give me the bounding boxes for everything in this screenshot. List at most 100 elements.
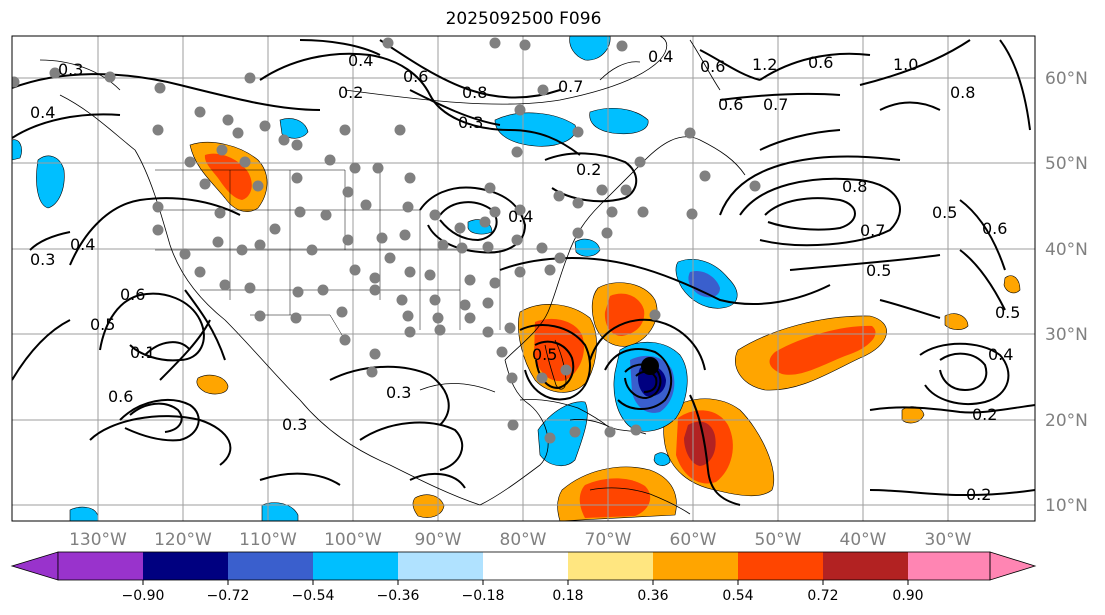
- lon-tick-label: 40°W: [840, 530, 887, 550]
- contour-label: 0.2: [338, 83, 363, 102]
- shade-negative: [537, 401, 588, 467]
- contour-label: 0.5: [532, 345, 557, 364]
- contour-label: 0.7: [860, 221, 885, 240]
- colorbar-tick-label: 0.72: [807, 588, 838, 604]
- lat-tick-label: 20°N: [1045, 411, 1088, 431]
- map-frame: [11, 35, 1036, 522]
- contour-label: 0.8: [842, 177, 867, 196]
- colorbar-frame: [57, 551, 991, 581]
- lat-tick-label: 40°N: [1045, 240, 1088, 260]
- graticule: [12, 36, 1035, 521]
- contour-label: 0.5: [995, 303, 1020, 322]
- station-markers: [12, 37, 761, 444]
- shade-strong-positive: [604, 293, 645, 336]
- map-title: 2025092500 F096: [445, 9, 602, 29]
- contour-label: 0.4: [508, 207, 533, 226]
- lon-tick-label: 120°W: [154, 530, 212, 550]
- shade-negative: [12, 139, 22, 161]
- shade-negative: [653, 452, 671, 466]
- contour-label: 0.4: [348, 51, 373, 70]
- lon-tick-label: 130°W: [69, 530, 127, 550]
- contour-label: 0.6: [108, 387, 133, 406]
- colorbar-segment: [989, 551, 1037, 581]
- colorbar-ticks: [142, 580, 909, 585]
- colorbar-segment: [58, 552, 143, 580]
- contour-label: 0.6: [982, 219, 1007, 238]
- lon-tick-label: 100°W: [324, 530, 382, 550]
- colorbar-segment: [908, 552, 990, 580]
- contour-label: 0.4: [988, 345, 1013, 364]
- contour-label: 0.6: [718, 95, 743, 114]
- contour-label: 0.1: [130, 343, 155, 362]
- contour-label: 0.2: [972, 405, 997, 424]
- colorbar-tick-label: 0.54: [722, 588, 753, 604]
- lon-tick-label: 110°W: [239, 530, 297, 550]
- shade-positive: [196, 374, 229, 395]
- shade-positive: [944, 313, 969, 330]
- colorbar-tick-label: −0.36: [377, 588, 420, 604]
- contour-label: 0.3: [58, 60, 83, 79]
- lon-axis: 130°W 120°W 110°W 100°W 90°W 80°W 70°W 6…: [69, 530, 972, 550]
- lon-tick-label: 60°W: [670, 530, 717, 550]
- contour-label: 0.6: [808, 53, 833, 72]
- shade-negative: [589, 107, 649, 135]
- contour-label: 0.5: [932, 203, 957, 222]
- colorbar-segment: [568, 552, 653, 580]
- colorbar-segment: [10, 551, 59, 581]
- contour-label-layer: 0.3 0.4 0.4 0.2 0.6 0.8 0.7 0.3 0.4 0.6 …: [30, 47, 1020, 504]
- contour-label: 0.6: [403, 67, 428, 86]
- contour-label: 0.6: [700, 57, 725, 76]
- colorbar-segment: [653, 552, 738, 580]
- contour-label: 0.3: [30, 250, 55, 269]
- contour-label: 0.7: [558, 77, 583, 96]
- colorbar-segment: [823, 552, 908, 580]
- contour-label: 0.2: [576, 160, 601, 179]
- lat-tick-label: 60°N: [1045, 69, 1088, 89]
- colorbar-segment: [738, 552, 823, 580]
- shade-negative: [494, 112, 577, 147]
- contour-label: 0.8: [462, 83, 487, 102]
- colorbar-tick-label: −0.18: [462, 588, 505, 604]
- contour-label: 0.3: [458, 113, 483, 132]
- colorbar-tick-label: 0.90: [892, 588, 923, 604]
- shade-positive: [1003, 275, 1021, 294]
- contour-label: 0.2: [966, 485, 991, 504]
- contour-label: 0.3: [282, 415, 307, 434]
- contour-label: 0.7: [763, 95, 788, 114]
- shade-strong-positive: [769, 325, 876, 375]
- contour-label: 0.4: [648, 47, 673, 66]
- lon-tick-label: 90°W: [415, 530, 462, 550]
- shade-strong-positive: [579, 478, 651, 518]
- shade-strong-positive: [204, 153, 252, 200]
- contour-label: 0.3: [386, 383, 411, 402]
- lat-tick-label: 10°N: [1045, 496, 1088, 516]
- contour-label: 0.5: [866, 261, 891, 280]
- contour-label: 0.8: [950, 83, 975, 102]
- contour-label: 1.2: [752, 55, 777, 74]
- lon-tick-label: 50°W: [755, 530, 802, 550]
- shade-strong-negative: [688, 270, 720, 298]
- lat-tick-label: 30°N: [1045, 325, 1088, 345]
- contour-label: 0.4: [30, 103, 55, 122]
- lat-axis: 60°N 50°N 40°N 30°N 20°N 10°N: [1045, 69, 1088, 516]
- colorbar-segment: [228, 552, 313, 580]
- storm-center-marker: [641, 357, 659, 375]
- coastlines: [39, 36, 746, 515]
- lon-tick-label: 30°W: [925, 530, 972, 550]
- shade-negative: [574, 238, 601, 257]
- colorbar-tick-label: −0.72: [207, 588, 250, 604]
- colorbar: −0.90 −0.72 −0.54 −0.36 −0.18 0.18 0.36 …: [10, 551, 1037, 604]
- contour-label: 1.0: [893, 55, 918, 74]
- colorbar-tick-label: −0.90: [122, 588, 165, 604]
- shade-very-strong-positive: [684, 421, 716, 466]
- contour-label: 0.5: [90, 315, 115, 334]
- colorbar-segment: [313, 552, 398, 580]
- lat-tick-label: 50°N: [1045, 154, 1088, 174]
- shade-negative: [36, 155, 65, 209]
- colorbar-segment: [398, 552, 483, 580]
- lon-tick-label: 70°W: [585, 530, 632, 550]
- colorbar-tick-label: −0.54: [292, 588, 335, 604]
- shade-negative: [569, 36, 611, 61]
- lon-tick-label: 80°W: [500, 530, 547, 550]
